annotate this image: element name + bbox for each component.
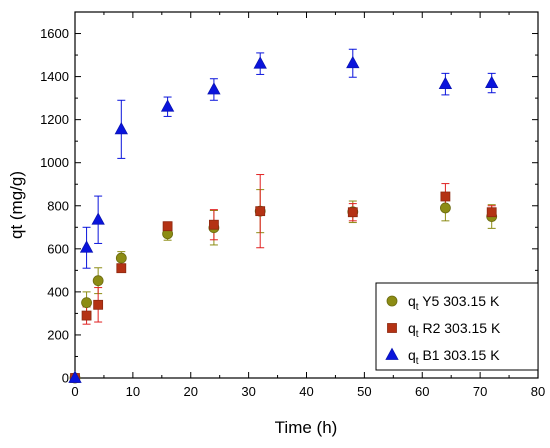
legend-label-3: qt B1 303.15 K [408,347,500,367]
data-point-series-2 [162,221,173,232]
legend: qt Y5 303.15 K qt R2 303.15 K qt B1 303.15… [375,282,539,371]
y-tick-label: 400 [47,284,69,299]
y-tick-label: 600 [47,241,69,256]
x-tick-label: 80 [531,384,545,399]
data-point-series-3 [68,370,82,383]
data-point-series-1 [439,202,451,214]
data-point-series-2 [208,219,219,230]
data-markers [68,55,499,384]
data-point-series-2 [486,207,497,218]
x-tick-label: 40 [299,384,313,399]
data-point-series-3 [207,82,221,95]
data-point-series-2 [116,263,127,274]
x-tick-label: 0 [71,384,78,399]
data-point-series-2 [93,299,104,310]
y-tick-label: 200 [47,327,69,342]
data-point-series-2 [347,207,358,218]
y-tick-label: 1400 [40,69,69,84]
data-point-series-1 [92,275,104,287]
y-tick-label: 0 [62,371,69,386]
x-tick-label: 50 [357,384,371,399]
legend-marker-3 [385,347,399,360]
legend-label-1: qt Y5 303.15 K [408,293,500,313]
legend-marker-2 [387,323,397,333]
data-point-series-3 [485,75,499,88]
legend-label-2: qt R2 303.15 K [408,320,501,340]
data-point-series-3 [438,76,453,90]
data-point-series-2 [440,191,451,202]
x-tick-label: 60 [415,384,429,399]
data-point-series-3 [253,56,267,69]
data-point-series-2 [255,206,266,217]
y-tick-label: 1000 [40,155,69,170]
data-point-series-1 [81,297,92,309]
data-point-series-1 [115,252,127,264]
data-point-series-2 [81,310,92,321]
y-tick-label: 1600 [40,26,69,41]
data-point-series-3 [346,55,360,69]
data-point-series-3 [114,121,128,135]
data-point-series-3 [79,240,94,253]
data-point-series-3 [91,212,105,225]
y-tick-label: 1200 [40,112,69,127]
axes: 0 10 20 30 40 50 60 70 8002004006008001000120014… [40,11,545,399]
data-point-series-3 [160,99,175,112]
y-axis-title: qt (mg/g) [7,171,26,239]
x-axis-title: Time (h) [275,418,338,437]
x-tick-label: 70 [473,384,487,399]
legend-marker-1 [386,295,398,307]
x-tick-label: 30 [241,384,255,399]
legend-box [375,282,539,371]
y-tick-label: 800 [47,198,69,213]
x-tick-label: 10 [126,384,140,399]
x-tick-label: 20 [184,384,198,399]
